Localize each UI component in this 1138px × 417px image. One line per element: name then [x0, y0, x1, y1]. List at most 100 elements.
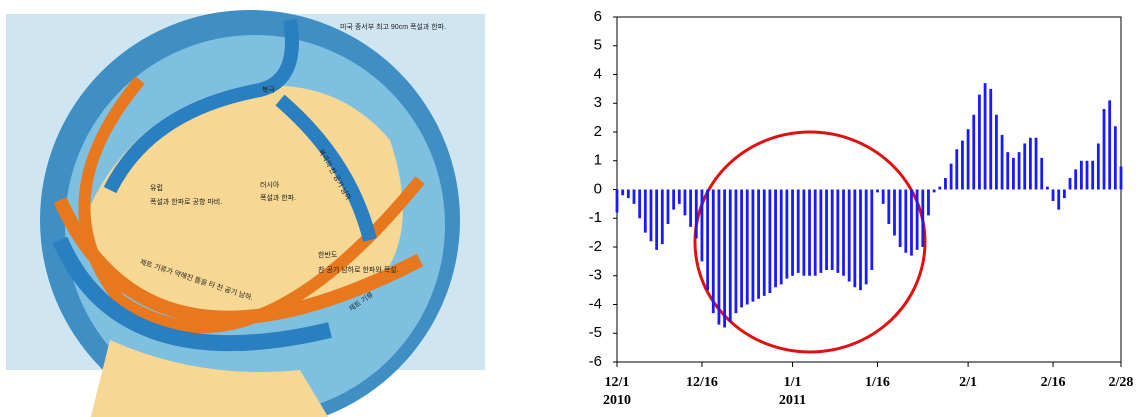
bar	[745, 189, 749, 305]
bar	[711, 189, 715, 314]
bar	[638, 189, 642, 219]
x-tick-label: 12/16	[685, 375, 718, 390]
map-label: 폭설과 한파로 공항 마비.	[150, 197, 222, 206]
bar	[740, 189, 743, 308]
bar	[802, 189, 806, 276]
y-tick-label: -5	[589, 324, 602, 341]
bar	[1017, 152, 1021, 190]
bar	[779, 189, 783, 285]
map-label: 찬 공기 남하로 한파와 폭설.	[318, 265, 399, 274]
bar	[655, 189, 659, 250]
bar	[836, 189, 840, 273]
map-label: 한반도	[318, 250, 338, 259]
bar	[1113, 126, 1117, 190]
bar	[762, 189, 766, 296]
bar	[694, 189, 698, 239]
bar	[796, 189, 800, 273]
bar	[1074, 169, 1078, 190]
map-label: 미국 중서부 최고 90cm 폭설과 한파.	[340, 22, 446, 31]
bar	[1006, 152, 1010, 190]
bar	[791, 189, 794, 276]
bar	[887, 189, 891, 224]
bar	[734, 189, 738, 314]
bar	[1068, 178, 1072, 190]
y-tick-label: 5	[594, 37, 602, 54]
bar	[706, 189, 710, 291]
bar	[1108, 100, 1112, 190]
bar	[995, 114, 998, 190]
x-tick-label: 2/16	[1040, 375, 1066, 390]
bar	[830, 189, 834, 270]
x-tick-label: 2/1	[959, 375, 978, 390]
cold-arrow	[103, 18, 299, 194]
x-tick-label: 2/28	[1108, 375, 1134, 390]
bar	[1034, 137, 1038, 190]
y-tick-label: -1	[589, 209, 602, 226]
bar	[808, 189, 811, 276]
bar	[915, 189, 919, 250]
map-label: 러시아	[260, 180, 280, 189]
bar	[660, 189, 664, 245]
bar	[1091, 160, 1095, 190]
bar	[626, 189, 630, 199]
bar	[723, 189, 726, 328]
bar	[966, 129, 970, 190]
bar	[751, 189, 755, 302]
bar	[643, 189, 647, 233]
bar	[768, 189, 772, 293]
bar	[1085, 160, 1089, 190]
bar	[927, 189, 930, 216]
bar	[1062, 189, 1066, 199]
bar	[700, 189, 704, 262]
bar	[689, 189, 693, 227]
bar	[632, 189, 636, 204]
bar	[932, 189, 936, 193]
y-tick-label: -2	[589, 238, 602, 255]
bar	[785, 189, 789, 279]
bar	[842, 189, 845, 276]
cold-arrow	[275, 94, 377, 242]
bar	[774, 189, 777, 288]
bar	[972, 114, 976, 190]
illustration: 미국 중서부 최고 90cm 폭설과 한파. 북극 유럽 폭설과 한파로 공항 …	[6, 10, 485, 417]
x-tick-label: 1/16	[865, 375, 890, 390]
bar	[989, 88, 993, 190]
x-tick-label: 12/1 2010	[603, 375, 631, 408]
bar	[859, 189, 862, 291]
bar	[819, 189, 823, 273]
bar	[717, 189, 721, 325]
y-tick-label: -4	[589, 295, 602, 312]
highlight-circle	[693, 130, 927, 354]
jet-arrow	[78, 76, 425, 333]
bar	[1023, 143, 1027, 190]
bar	[955, 149, 959, 190]
bar	[853, 189, 857, 288]
bar	[1028, 137, 1032, 190]
bar	[881, 189, 885, 204]
bar	[1000, 134, 1004, 190]
bar	[1119, 166, 1123, 190]
bar	[938, 186, 942, 190]
bar	[728, 189, 732, 322]
bar	[921, 189, 925, 247]
y-tick-label: 0	[594, 180, 602, 197]
bar	[666, 189, 670, 224]
bar	[978, 94, 981, 190]
bar	[949, 163, 953, 190]
bar	[983, 83, 987, 190]
bar	[864, 189, 868, 285]
bar	[677, 189, 681, 204]
map-label: 폭설과 한파.	[260, 193, 296, 202]
bar	[893, 189, 896, 236]
y-tick-label: 6	[594, 8, 602, 25]
bar	[870, 189, 874, 270]
bar	[1079, 160, 1083, 190]
bar	[1102, 109, 1106, 190]
bar	[825, 189, 828, 270]
map-label: 북극	[262, 86, 275, 94]
cold-arrow	[52, 236, 332, 352]
bar	[1057, 189, 1061, 210]
bar	[944, 178, 947, 190]
